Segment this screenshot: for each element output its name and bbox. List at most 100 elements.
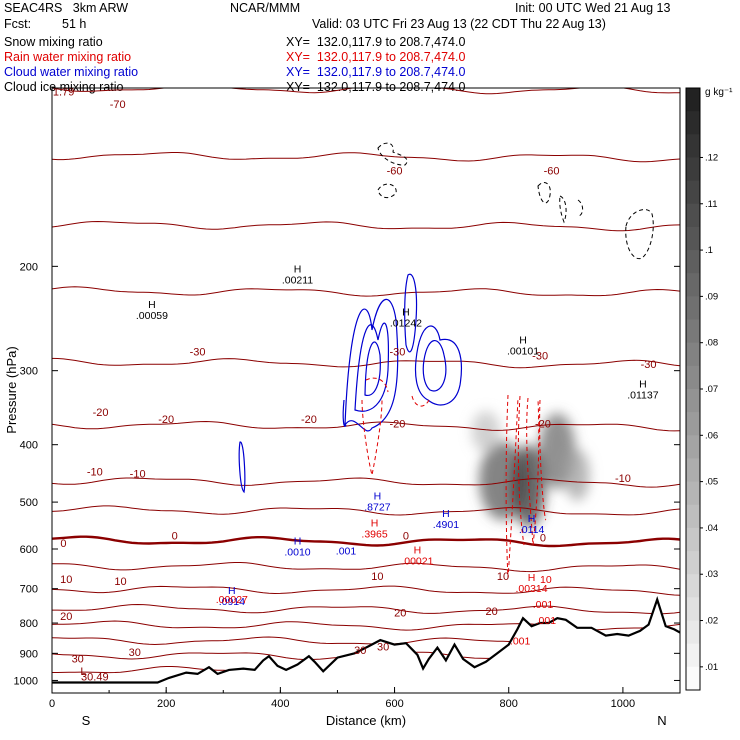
colorbar-segment: [686, 389, 700, 413]
contour-label: -10: [615, 473, 631, 485]
x-tick-label: 1000: [611, 698, 635, 710]
contour-label: 30: [354, 645, 366, 657]
colorbar-segment: [686, 412, 700, 436]
cloud-water-contour: [422, 340, 447, 392]
contour-label: 20: [60, 611, 72, 623]
rain-contour: [411, 395, 431, 407]
contour-label: 0: [60, 538, 66, 550]
south-direction: S: [82, 713, 91, 728]
maximum-value: .0010: [284, 547, 310, 559]
maximum-label: H: [528, 572, 536, 584]
valid-time: Valid: 03 UTC Fri 23 Aug 13 (22 CDT Thu …: [312, 17, 606, 31]
snow-shading-blob: [511, 444, 546, 528]
rain-field-name: Rain water mixing ratio: [4, 50, 132, 64]
temperature-contour: [52, 286, 680, 297]
temperature-contour: [52, 562, 680, 573]
colorbar-segment: [686, 365, 700, 390]
y-tick-label: 300: [20, 366, 38, 378]
rain-contour: [361, 399, 383, 476]
colorbar-tick-label: .11: [705, 199, 718, 210]
contour-label: 30: [129, 647, 141, 659]
maximum-value: .0914: [219, 596, 245, 608]
temperature-contour: [52, 152, 680, 163]
colorbar-tick-label: .04: [705, 523, 718, 534]
contour-label: -20: [389, 418, 405, 430]
maximum-label: H: [374, 491, 382, 503]
contour-label: -20: [93, 407, 109, 419]
snow-contour: [537, 182, 551, 204]
maximum-label: H: [402, 306, 410, 318]
y-tick-label: 200: [20, 261, 38, 273]
maximum-value: .00211: [282, 275, 313, 287]
init-time: Init: 00 UTC Wed 21 Aug 13: [515, 1, 671, 15]
contour-label: -20: [535, 418, 551, 430]
colorbar-segment: [686, 319, 700, 344]
snow-field-xy: XY= 132.0,117.9 to 208.7,474.0: [286, 35, 466, 49]
colorbar-tick-label: .09: [705, 291, 718, 302]
temperature-contour: [52, 603, 680, 615]
cloud-water-contour: [414, 325, 462, 406]
temperature-contour: [52, 585, 680, 596]
contour-label: 0: [172, 530, 178, 542]
forecast-value: 51 h: [62, 17, 87, 31]
colorbar-segment: [686, 551, 700, 575]
contour-label: 0: [540, 533, 546, 545]
colorbar-segment: [686, 226, 700, 251]
y-tick-label: 800: [20, 618, 38, 630]
maximum-label: .001: [336, 546, 357, 558]
temperature-contour: [52, 220, 680, 232]
temperature-contour: [52, 477, 680, 488]
colorbar-segment: [686, 481, 700, 506]
terrain-fill: [52, 599, 680, 693]
colorbar-units: g kg⁻¹: [705, 87, 733, 98]
maximum-label: H: [294, 264, 302, 276]
colorbar-tick-label: .08: [705, 338, 718, 349]
contour-label: -20: [158, 414, 174, 426]
y-axis-label: Pressure (hPa): [4, 346, 19, 433]
snow-contour: [559, 195, 567, 224]
y-tick-label: 400: [20, 440, 38, 452]
snow-contour: [377, 142, 408, 166]
contour-label: -70: [110, 99, 126, 111]
cloud-water-contour: [404, 273, 418, 353]
cloud-ice-field-xy: XY= 132.0,117.9 to 208.7,474.0: [286, 80, 466, 94]
forecast-label: Fcst:: [4, 17, 32, 31]
x-tick-label: 600: [385, 698, 403, 710]
maximum-value: .00314: [516, 583, 548, 595]
rain-contour: [365, 377, 389, 393]
north-direction: N: [657, 713, 666, 728]
maximum-label: H: [414, 544, 422, 556]
temperature-contour: [52, 357, 680, 369]
maximum-label: H: [528, 513, 536, 525]
snow-contour: [577, 199, 584, 217]
y-tick-label: 600: [20, 544, 38, 556]
snow-shading-blob: [564, 449, 590, 501]
colorbar-segment: [686, 666, 700, 691]
maximum-value: .00059: [136, 310, 168, 322]
colorbar-segment: [686, 296, 700, 321]
model-title: SEAC4RS 3km ARW: [4, 1, 129, 15]
colorbar-segment: [686, 111, 700, 135]
maximum-value: .0114: [519, 524, 545, 536]
maximum-label: H: [519, 335, 527, 347]
rain-contour: [517, 395, 525, 546]
contour-label: 10: [60, 574, 72, 586]
maximum-value: .00027: [216, 594, 248, 606]
contour-label: -60: [387, 166, 403, 178]
colorbar-tick-label: .02: [705, 616, 718, 627]
contour-label: 71.79: [47, 87, 75, 99]
maximum-label: H: [442, 508, 450, 520]
colorbar-segment: [686, 504, 700, 529]
rain-field-xy: XY= 132.0,117.9 to 208.7,474.0: [286, 50, 466, 64]
colorbar-segment: [686, 597, 700, 622]
cloud-water-contour: [342, 399, 347, 427]
x-tick-label: 800: [500, 698, 518, 710]
contour-label: -30: [190, 347, 206, 359]
center-title: NCAR/MMM: [230, 1, 301, 15]
x-tick-label: 400: [271, 698, 289, 710]
maximum-label: H: [148, 299, 156, 311]
contour-label: -30: [532, 350, 548, 362]
snow-contour: [377, 183, 397, 198]
colorbar-tick-label: .12: [705, 152, 718, 163]
